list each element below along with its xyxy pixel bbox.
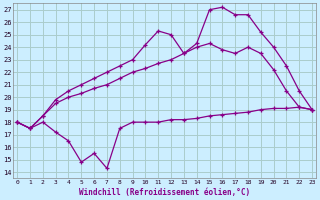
- X-axis label: Windchill (Refroidissement éolien,°C): Windchill (Refroidissement éolien,°C): [79, 188, 250, 197]
